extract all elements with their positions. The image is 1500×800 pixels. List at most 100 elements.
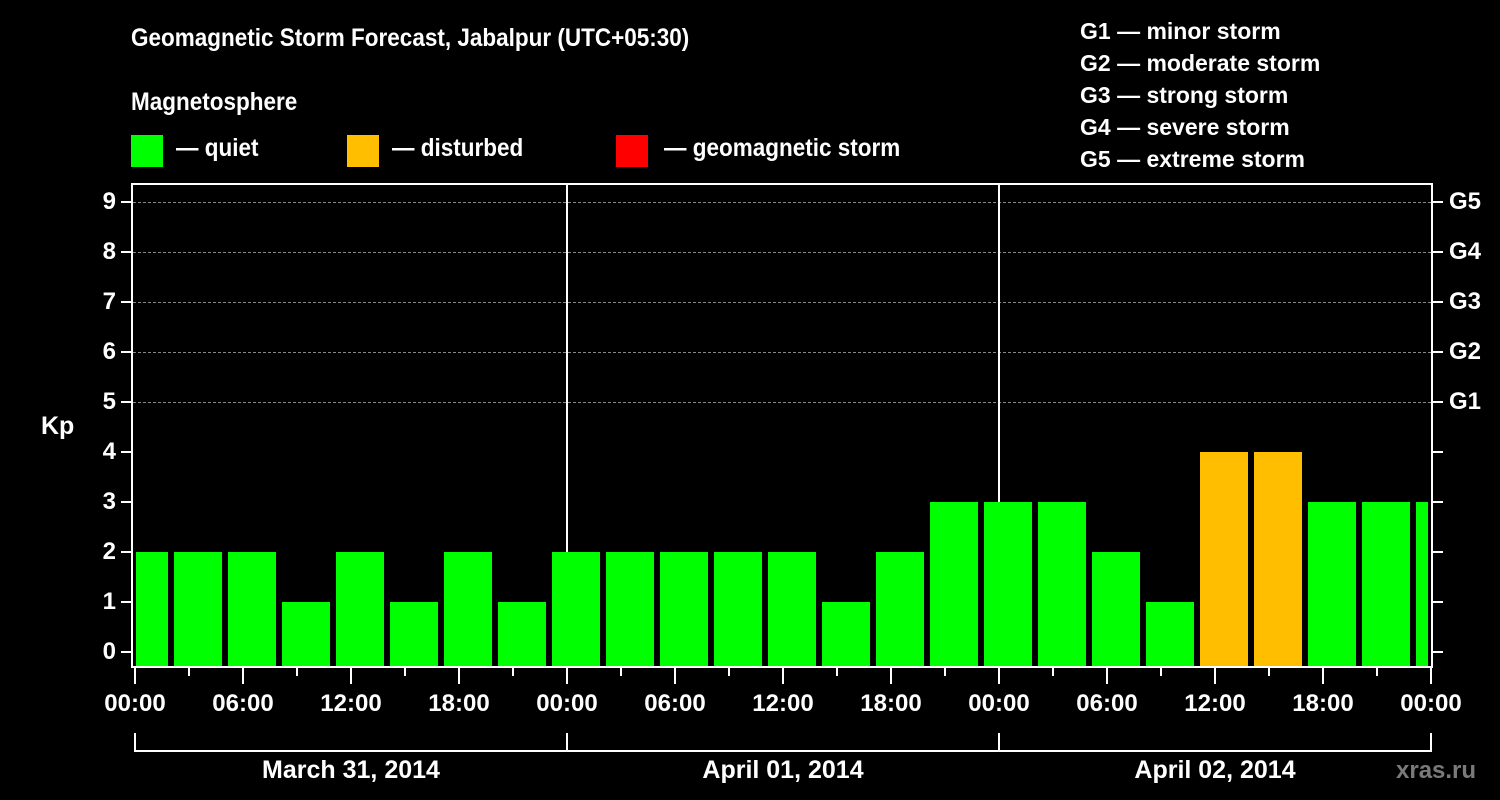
kp-bar [876, 552, 924, 666]
x-tick [998, 668, 1000, 684]
y-tick-label: 4 [102, 438, 116, 465]
y-tick [121, 201, 131, 203]
y-tick-right [1433, 251, 1443, 253]
date-bracket-tick [998, 733, 1000, 751]
x-tick-label: 00:00 [1400, 690, 1462, 717]
g-level-label: G5 [1449, 188, 1482, 215]
y-tick-label: 9 [102, 188, 116, 215]
x-tick [242, 668, 244, 684]
x-tick-label: 12:00 [752, 690, 814, 717]
g-scale-item: G2 — moderate storm [1080, 50, 1321, 76]
kp-bar [606, 552, 654, 666]
y-tick-label: 5 [102, 388, 116, 415]
kp-bar [136, 552, 168, 666]
x-tick-label: 12:00 [1184, 690, 1246, 717]
kp-bar [1308, 502, 1356, 666]
y-tick [121, 551, 131, 553]
day-separator [566, 183, 568, 668]
gridline [133, 252, 1431, 253]
y-tick-right [1433, 651, 1443, 653]
date-label: March 31, 2014 [262, 756, 440, 784]
legend-swatch-quiet [131, 135, 163, 167]
date-label: April 02, 2014 [1134, 756, 1296, 784]
y-tick-right [1433, 451, 1443, 453]
x-tick [1322, 668, 1324, 684]
x-tick [782, 668, 784, 684]
kp-bar [714, 552, 762, 666]
x-tick [1052, 668, 1054, 676]
gridline [133, 202, 1431, 203]
x-tick [134, 668, 136, 684]
y-tick-label: 6 [102, 338, 116, 365]
kp-bar [390, 602, 438, 666]
y-tick-right [1433, 501, 1443, 503]
date-bracket-tick [134, 733, 136, 751]
kp-bar [174, 552, 222, 666]
x-tick [728, 668, 730, 676]
kp-bar [984, 502, 1032, 666]
g-scale-item: G4 — severe storm [1080, 114, 1290, 140]
x-tick [350, 668, 352, 684]
legend-swatch-disturbed [347, 135, 379, 167]
x-tick-label: 18:00 [428, 690, 490, 717]
y-tick [121, 351, 131, 353]
y-tick-label: 7 [102, 288, 116, 315]
date-bracket-tick [566, 733, 568, 751]
date-bracket-tick [1430, 733, 1432, 751]
kp-bar [444, 552, 492, 666]
legend-label-disturbed: — disturbed [392, 134, 524, 162]
g-scale-legend: G1 — minor storm G2 — moderate storm G3 … [1080, 15, 1320, 175]
x-tick [404, 668, 406, 676]
kp-bar [282, 602, 330, 666]
y-tick [121, 501, 131, 503]
y-tick-right [1433, 301, 1443, 303]
y-tick-label: 3 [102, 488, 116, 515]
y-tick [121, 651, 131, 653]
kp-bar [822, 602, 870, 666]
x-tick [674, 668, 676, 684]
g-scale-item: G3 — strong storm [1080, 82, 1289, 108]
kp-bar [768, 552, 816, 666]
kp-bar [1416, 502, 1428, 666]
x-tick-label: 00:00 [536, 690, 598, 717]
kp-bar [1254, 452, 1302, 666]
legend-heading: Magnetosphere [131, 88, 298, 116]
y-tick [121, 401, 131, 403]
y-axis-label: Kp [41, 412, 75, 440]
chart-title: Geomagnetic Storm Forecast, Jabalpur (UT… [131, 24, 690, 52]
g-level-label: G1 [1449, 388, 1482, 415]
x-tick [188, 668, 190, 676]
y-tick-right [1433, 401, 1443, 403]
kp-bar [1146, 602, 1194, 666]
g-scale-item: G1 — minor storm [1080, 18, 1281, 44]
x-tick [890, 668, 892, 684]
y-tick [121, 301, 131, 303]
g-level-label: G3 [1449, 288, 1482, 315]
kp-bar [1092, 552, 1140, 666]
legend-label-storm: — geomagnetic storm [664, 134, 901, 162]
g-level-label: G2 [1449, 338, 1482, 365]
y-tick [121, 451, 131, 453]
kp-bar [336, 552, 384, 666]
x-tick-label: 12:00 [320, 690, 382, 717]
y-tick-label: 0 [102, 638, 116, 665]
x-tick-label: 18:00 [1292, 690, 1354, 717]
x-tick [1430, 668, 1432, 684]
legend-label-quiet: — quiet [176, 134, 259, 162]
watermark: xras.ru [1396, 757, 1477, 784]
y-tick-label: 8 [102, 238, 116, 265]
kp-bar [228, 552, 276, 666]
x-tick-label: 00:00 [104, 690, 166, 717]
kp-bar [1200, 452, 1248, 666]
y-tick-right [1433, 201, 1443, 203]
kp-bar [498, 602, 546, 666]
x-tick [566, 668, 568, 684]
x-tick [1160, 668, 1162, 676]
x-tick [1376, 668, 1378, 676]
x-tick [1268, 668, 1270, 676]
g-scale-item: G5 — extreme storm [1080, 146, 1305, 172]
day-separator [998, 183, 1000, 668]
x-tick [1106, 668, 1108, 684]
x-tick [1214, 668, 1216, 684]
date-bracket-line [134, 750, 1432, 752]
